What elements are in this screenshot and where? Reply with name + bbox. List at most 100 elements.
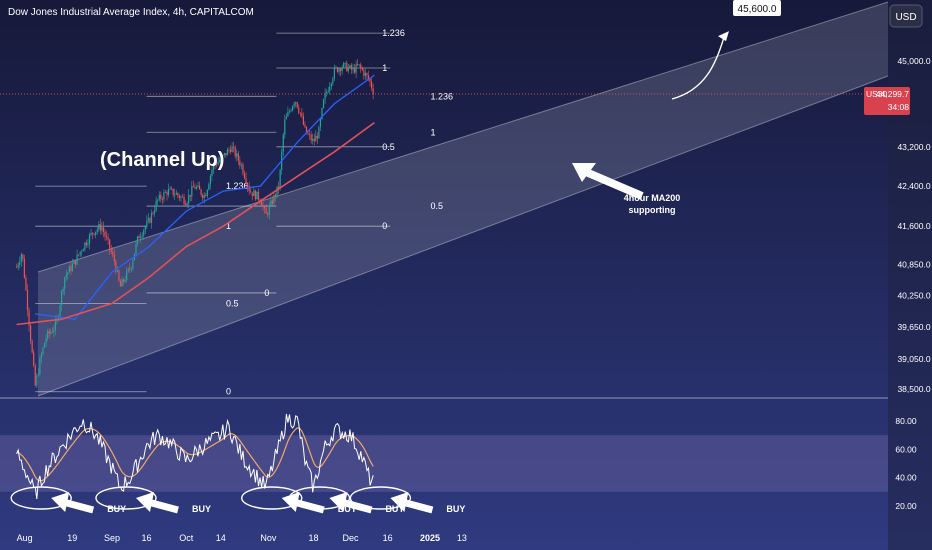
price-tick-label: 38,500.0 bbox=[897, 384, 930, 394]
candle-body bbox=[186, 203, 188, 206]
candle-body bbox=[169, 188, 171, 190]
candle-body bbox=[155, 200, 157, 211]
candle-body bbox=[107, 237, 109, 240]
fib-level-label: 1 bbox=[382, 63, 387, 73]
buy-arrow-head bbox=[390, 492, 409, 512]
projection-arrow-head bbox=[718, 31, 729, 42]
rsi-band bbox=[0, 435, 888, 492]
time-tick-label: 16 bbox=[141, 533, 151, 543]
candle-body bbox=[344, 62, 346, 64]
candle-body bbox=[327, 91, 329, 92]
candle-body bbox=[340, 68, 342, 72]
candle-body bbox=[50, 332, 52, 334]
candle-body bbox=[322, 99, 325, 109]
current-price-tag bbox=[864, 87, 910, 115]
candle-body bbox=[96, 229, 98, 232]
candle-body bbox=[208, 184, 210, 190]
candle-body bbox=[138, 236, 140, 239]
rsi-ma-line bbox=[16, 427, 374, 482]
fib-level-label: 1.236 bbox=[382, 28, 405, 38]
fib-level-label: 0.5 bbox=[431, 201, 444, 211]
candle-body bbox=[360, 64, 362, 68]
candle-body bbox=[183, 196, 185, 204]
buy-signals: BUY BUY BUY BUY BUY bbox=[10, 486, 465, 514]
time-tick-label: 19 bbox=[67, 533, 77, 543]
candle-body bbox=[87, 243, 89, 246]
candle-body bbox=[326, 91, 328, 93]
candle-body bbox=[152, 213, 154, 214]
price-axis[interactable]: 45,000.0 43,200.0 42,400.0 41,600.0 40,850.0… bbox=[864, 0, 932, 550]
candle-body bbox=[67, 272, 69, 275]
candle-body bbox=[150, 213, 153, 223]
candle-body bbox=[123, 279, 125, 282]
candle-body bbox=[315, 135, 317, 142]
candle-body bbox=[192, 186, 194, 188]
candle-body bbox=[136, 236, 139, 244]
candle-body bbox=[332, 78, 334, 84]
candle-body bbox=[129, 268, 131, 270]
candle-body bbox=[132, 260, 134, 268]
candle-body bbox=[92, 232, 94, 234]
candle-body bbox=[217, 161, 219, 165]
candle-body bbox=[346, 62, 348, 72]
candle-body bbox=[222, 155, 224, 157]
candle-body bbox=[316, 135, 318, 139]
candle-body bbox=[364, 73, 366, 76]
fib-level-label: 1.236 bbox=[226, 181, 249, 191]
buy-arrow bbox=[147, 498, 179, 514]
candle-body bbox=[350, 65, 353, 70]
candle-body bbox=[185, 203, 187, 206]
candle-body bbox=[195, 187, 198, 189]
candle-body bbox=[250, 191, 252, 193]
candle-body bbox=[245, 178, 247, 184]
candle-body bbox=[188, 194, 190, 204]
candle-body bbox=[167, 189, 170, 195]
target-label-box bbox=[733, 0, 781, 16]
buy-label: BUY bbox=[192, 504, 211, 514]
candle-body bbox=[126, 270, 128, 281]
candle-body bbox=[216, 164, 218, 166]
candle-body bbox=[113, 254, 115, 262]
fib-level-label: 1.236 bbox=[431, 91, 454, 101]
candle-body bbox=[64, 277, 66, 289]
rsi-pane: BUY BUY BUY BUY BUY bbox=[0, 413, 888, 514]
candle-body bbox=[361, 67, 363, 71]
time-axis[interactable]: Aug 19 Sep 16 Oct 14 Nov 18 Dec 16 2025 13 bbox=[17, 533, 467, 543]
buy-circle bbox=[95, 486, 157, 510]
candle-body bbox=[40, 354, 43, 359]
price-axis-background bbox=[888, 0, 932, 550]
candle-body bbox=[191, 186, 193, 197]
candle-body bbox=[273, 194, 275, 204]
price-tick-label: 40,250.0 bbox=[897, 291, 930, 301]
fib-level-label: 0 bbox=[226, 387, 231, 397]
candle-body bbox=[304, 124, 306, 127]
buy-circle bbox=[288, 486, 351, 510]
candle-body bbox=[23, 258, 25, 278]
candle-body bbox=[82, 249, 84, 252]
candle-body bbox=[260, 201, 263, 206]
candle-body bbox=[19, 261, 21, 265]
candle-body bbox=[338, 68, 340, 72]
chart-title: Dow Jones Industrial Average Index, 4h, … bbox=[8, 7, 254, 18]
candle-body bbox=[343, 63, 345, 68]
currency-button[interactable] bbox=[889, 4, 923, 28]
candle-body bbox=[197, 185, 199, 188]
buy-label: BUY bbox=[338, 504, 357, 514]
candle-body bbox=[296, 102, 298, 108]
target-label: 45,600.0 bbox=[738, 4, 777, 15]
candle-body bbox=[143, 230, 145, 236]
candle-body bbox=[239, 160, 241, 166]
ma200-note-arrow bbox=[584, 168, 644, 200]
candle-body bbox=[135, 243, 137, 254]
candle-body bbox=[144, 226, 146, 231]
candle-body bbox=[366, 73, 368, 76]
candle-body bbox=[51, 332, 53, 333]
time-tick-label: 2025 bbox=[420, 533, 440, 543]
candle-body bbox=[124, 280, 126, 282]
candle-body bbox=[205, 195, 207, 197]
candle-body bbox=[225, 153, 227, 156]
candle-body bbox=[265, 208, 267, 214]
candle-body bbox=[93, 233, 95, 235]
candle-body bbox=[310, 134, 312, 141]
candle-body bbox=[333, 67, 335, 79]
